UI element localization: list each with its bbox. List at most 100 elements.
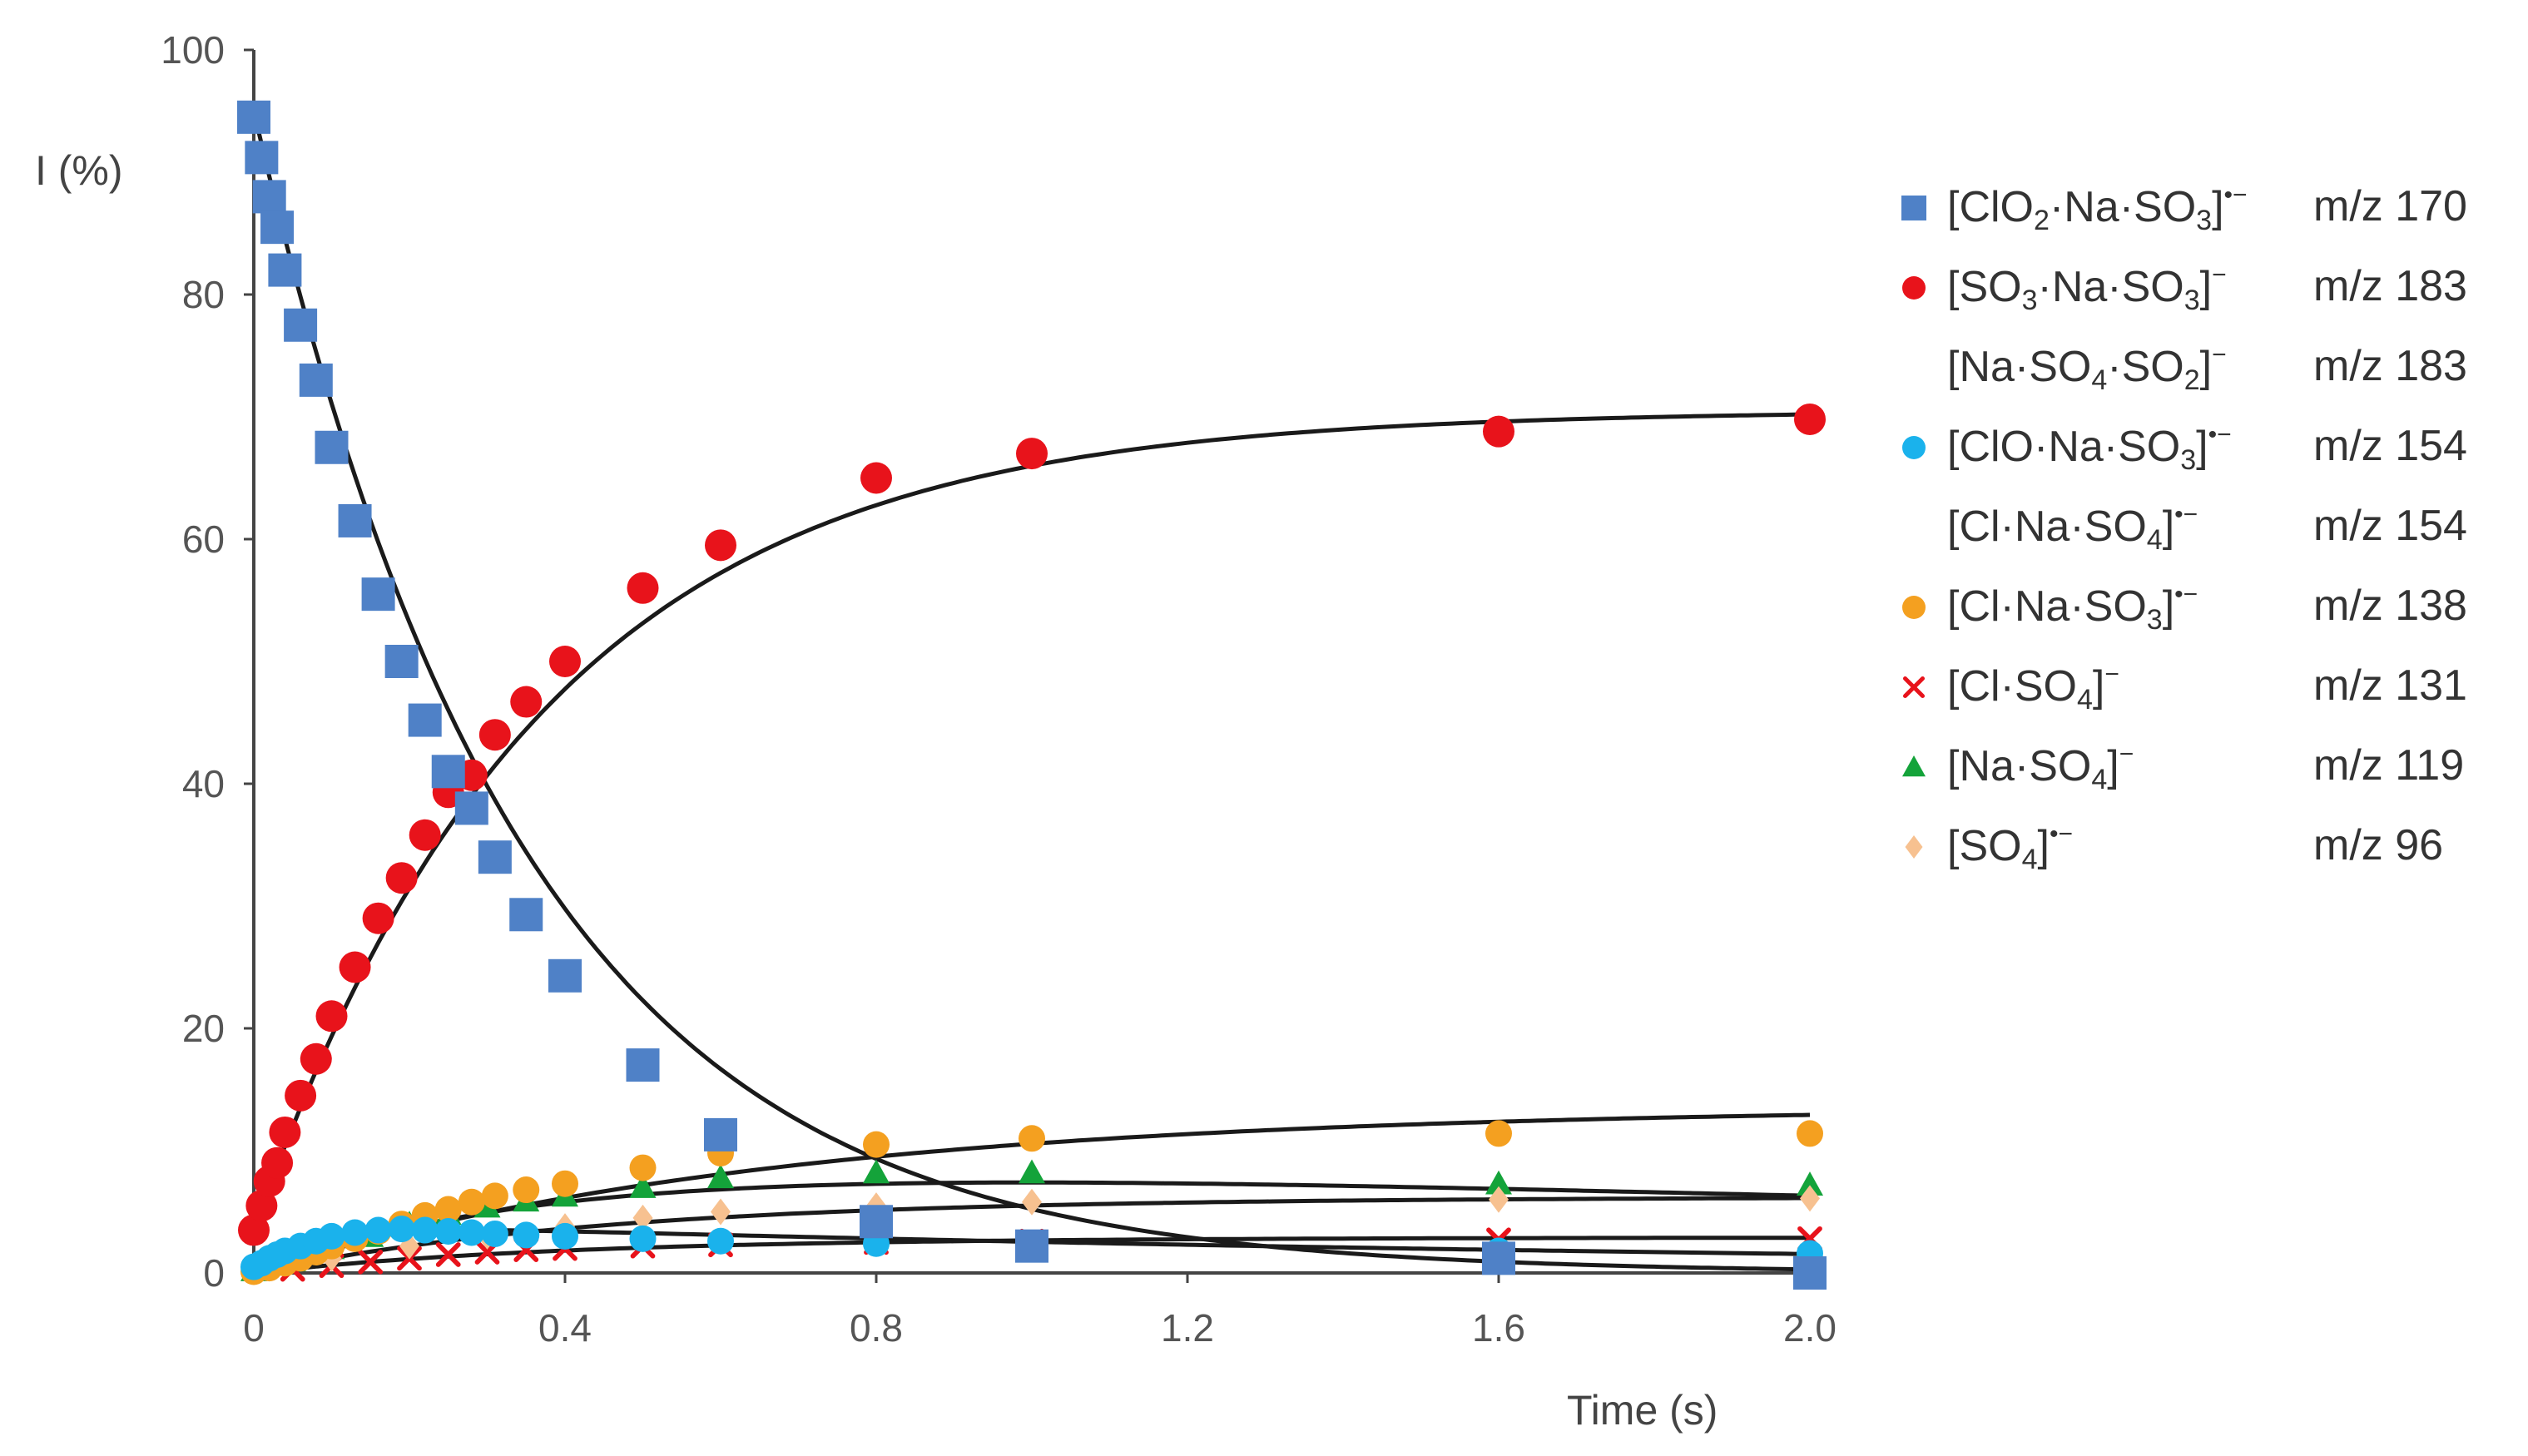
legend-mz: m/z 170 xyxy=(2313,182,2467,230)
data-point xyxy=(252,180,286,214)
data-point xyxy=(384,645,419,678)
legend-mz: m/z 154 xyxy=(2313,422,2467,470)
data-point xyxy=(863,1159,890,1184)
data-point xyxy=(1489,1186,1509,1213)
y-tick-label: 60 xyxy=(182,518,225,561)
data-point xyxy=(627,572,659,604)
data-point xyxy=(1794,403,1826,435)
data-point xyxy=(481,1182,508,1210)
data-point xyxy=(1485,1170,1512,1195)
legend-label: [Na·SO4]− xyxy=(1947,740,2134,795)
data-point xyxy=(434,1196,462,1223)
data-point xyxy=(1015,1229,1048,1263)
data-point xyxy=(629,1225,657,1252)
data-point xyxy=(284,308,318,342)
data-point xyxy=(478,840,512,874)
data-point xyxy=(704,1117,737,1151)
data-point xyxy=(1797,1171,1823,1196)
data-point xyxy=(860,462,892,494)
data-point xyxy=(549,646,581,677)
legend-marker xyxy=(1897,750,1931,784)
data-point xyxy=(285,1079,317,1112)
x-axis-title: Time (s) xyxy=(1567,1387,1718,1434)
data-point xyxy=(261,1146,294,1179)
legend-marker xyxy=(1897,271,1931,305)
data-point xyxy=(481,1220,508,1247)
data-point xyxy=(1019,1159,1045,1184)
axes xyxy=(252,50,1810,1275)
data-point xyxy=(707,1227,734,1255)
data-point xyxy=(408,703,442,737)
data-point xyxy=(260,210,295,245)
legend-mz: m/z 131 xyxy=(2313,661,2467,710)
data-point xyxy=(434,1218,462,1246)
legend-marker xyxy=(1897,511,1931,544)
legend-marker xyxy=(1897,591,1931,624)
data-point xyxy=(299,363,333,397)
data-point xyxy=(478,719,511,751)
data-point xyxy=(362,902,394,934)
legend-label: [ClO·Na·SO3]•− xyxy=(1947,421,2232,476)
data-point xyxy=(385,862,418,894)
legend-marker xyxy=(1897,191,1931,225)
data-point xyxy=(358,1249,384,1275)
legend-label: [Cl·Na·SO4]•− xyxy=(1947,501,2198,556)
legend-item: [Na·SO4]− m/z 119 xyxy=(1881,734,2513,814)
data-point xyxy=(435,1242,461,1267)
x-tick-label: 0.8 xyxy=(850,1306,903,1350)
legend-marker-shape xyxy=(1902,276,1926,300)
legend-mz: m/z 138 xyxy=(2313,582,2467,630)
data-point xyxy=(629,1174,657,1198)
data-point xyxy=(454,791,488,825)
y-tick-label: 0 xyxy=(203,1251,225,1295)
legend-item: [Na·SO4·SO2]− m/z 183 xyxy=(1881,334,2513,414)
data-point xyxy=(409,819,441,851)
legend-label: [Na·SO4·SO2]− xyxy=(1947,341,2227,396)
data-point xyxy=(860,1205,893,1239)
data-point xyxy=(245,141,279,175)
x-tick-label: 0 xyxy=(243,1306,265,1350)
y-tick-label: 40 xyxy=(182,762,225,805)
tick-labels: 0 0.4 0.8 1.2 1.6 2.0 0 20 40 60 80 100 xyxy=(161,28,1837,1350)
data-point xyxy=(338,503,372,537)
legend-mz: m/z 183 xyxy=(2313,262,2467,310)
data-point xyxy=(510,686,543,718)
legend-item: [Cl·SO4]− m/z 131 xyxy=(1881,654,2513,734)
data-point xyxy=(1022,1188,1042,1216)
data-point xyxy=(705,529,736,562)
data-point xyxy=(629,1154,657,1181)
legend-label: [Cl·Na·SO3]•− xyxy=(1947,581,2198,636)
data-point xyxy=(458,1188,485,1216)
data-point xyxy=(711,1198,731,1226)
legend-mz: m/z 154 xyxy=(2313,502,2467,550)
x-tick-label: 1.6 xyxy=(1472,1306,1525,1350)
y-axis-title: I (%) xyxy=(35,147,123,194)
y-tick-label: 20 xyxy=(182,1007,225,1050)
legend-marker xyxy=(1897,431,1931,464)
data-point xyxy=(361,577,395,612)
legend-item: [Cl·Na·SO4]•− m/z 154 xyxy=(1881,494,2513,574)
data-point xyxy=(339,951,371,983)
data-point xyxy=(1793,1256,1827,1290)
data-points xyxy=(237,100,1827,1290)
legend-marker-shape xyxy=(1902,436,1926,459)
data-point xyxy=(1482,1241,1515,1275)
data-point xyxy=(632,1204,653,1231)
legend-item: [ClO·Na·SO3]•− m/z 154 xyxy=(1881,414,2513,494)
legend-marker-shape xyxy=(1902,755,1926,777)
y-tick-label: 100 xyxy=(161,28,225,72)
legend-marker xyxy=(1897,671,1931,704)
y-tick-label: 80 xyxy=(182,273,225,316)
data-point xyxy=(245,1190,278,1222)
legend-item: [Cl·Na·SO3]•− m/z 138 xyxy=(1881,574,2513,654)
legend-label: [Cl·SO4]− xyxy=(1947,661,2119,716)
data-point xyxy=(1800,1185,1820,1212)
legend-marker xyxy=(1897,351,1931,384)
data-point xyxy=(626,1048,660,1082)
data-point xyxy=(1016,438,1048,470)
data-point xyxy=(269,1116,301,1148)
data-point xyxy=(552,1222,578,1250)
legend: [ClO2·Na·SO3]•− m/z 170 [SO3·Na·SO3]− m/z 1… xyxy=(1881,175,2513,894)
data-point xyxy=(315,430,349,464)
